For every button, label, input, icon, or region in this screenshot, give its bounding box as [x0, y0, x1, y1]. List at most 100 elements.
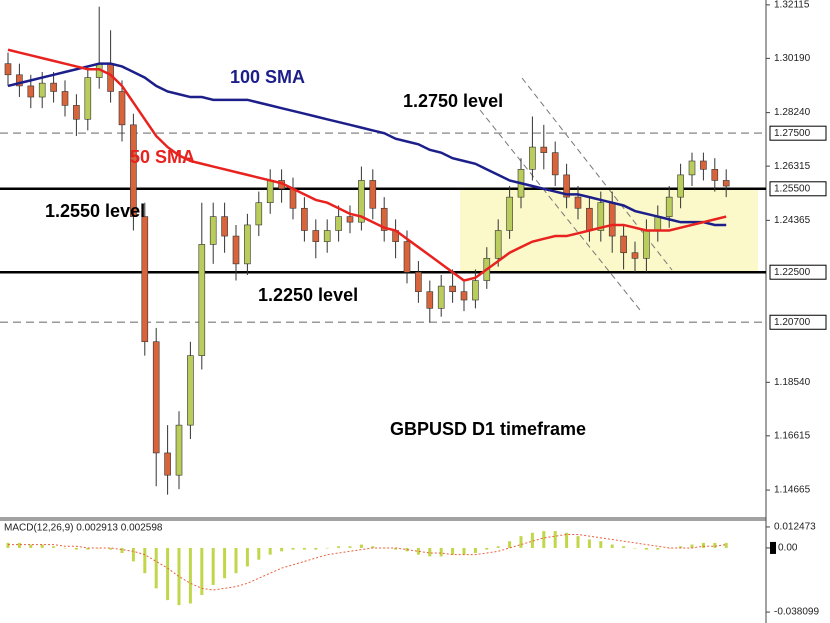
- candle-body: [449, 285, 456, 292]
- macd-bar: [405, 547, 409, 552]
- candle-body: [608, 202, 616, 237]
- macd-bar: [530, 532, 534, 548]
- candle-body: [221, 216, 228, 237]
- level-label: 1.27500: [774, 128, 811, 139]
- annotation: GBPUSD D1 timeframe: [390, 419, 586, 439]
- level-label: 1.25500: [774, 183, 811, 194]
- candle-body: [529, 146, 536, 170]
- y-tick-label: 0.00: [778, 543, 798, 554]
- candle-body: [301, 207, 308, 231]
- macd-bar: [690, 544, 694, 548]
- level-label-box: [769, 125, 827, 141]
- candle-body: [700, 160, 707, 170]
- candle-body: [665, 196, 673, 217]
- candle-body: [4, 63, 12, 76]
- macd-bar: [599, 541, 603, 548]
- sma-line: [7, 48, 727, 282]
- candle-body: [255, 202, 263, 226]
- candle-body: [358, 180, 365, 223]
- candle-body: [506, 196, 513, 231]
- candle-body: [369, 180, 377, 209]
- level-label-box: [769, 264, 827, 280]
- macd-bar: [542, 531, 546, 548]
- candle-body: [643, 230, 650, 259]
- candle-body: [266, 180, 274, 203]
- level-label-box: [769, 181, 827, 197]
- macd-bar: [713, 542, 717, 548]
- macd-bar: [40, 544, 44, 548]
- macd-bar: [314, 547, 318, 550]
- macd-bar: [679, 546, 683, 548]
- macd-bar: [74, 547, 78, 550]
- macd-bar: [439, 547, 443, 557]
- macd-bar: [622, 546, 626, 548]
- macd-bar: [576, 536, 580, 548]
- candle-body: [722, 180, 730, 187]
- candle-body: [312, 230, 320, 242]
- macd-bar: [553, 531, 557, 548]
- macd-bar: [485, 547, 489, 550]
- candle-body: [187, 355, 194, 426]
- macd-bar: [428, 547, 432, 557]
- macd-bar: [29, 544, 33, 548]
- macd-bar: [701, 542, 705, 548]
- candle-body: [631, 252, 639, 259]
- candle-body: [164, 452, 171, 476]
- candle-body: [711, 169, 719, 181]
- y-tick-label: 1.16615: [774, 430, 811, 441]
- candle-body: [38, 82, 46, 98]
- candle-body: [209, 216, 217, 245]
- candle-body: [335, 216, 342, 231]
- y-tick-label: 1.14665: [774, 485, 811, 496]
- candle-body: [677, 174, 684, 198]
- candle-body: [415, 271, 422, 292]
- candle-body: [472, 280, 479, 301]
- sma-label: 50 SMA: [130, 147, 195, 167]
- candle-body: [494, 230, 502, 259]
- macd-bar: [565, 532, 569, 548]
- candle-body: [130, 124, 137, 217]
- macd-bar: [63, 547, 67, 549]
- candle-body: [574, 196, 582, 209]
- macd-bar: [97, 547, 101, 549]
- macd-bar: [416, 547, 420, 555]
- candle-body: [551, 152, 559, 176]
- y-tick-label: 1.24365: [774, 215, 811, 226]
- candle-body: [597, 202, 605, 231]
- zero-box: [770, 541, 776, 554]
- y-tick-label: 1.32115: [774, 0, 810, 11]
- macd-bar: [166, 547, 170, 601]
- macd-bar: [462, 547, 466, 555]
- macd-bar: [280, 547, 284, 552]
- macd-bar: [211, 547, 215, 585]
- macd-bar: [337, 546, 341, 548]
- candle-body: [118, 91, 126, 126]
- macd-bar: [143, 547, 147, 574]
- candle-body: [380, 207, 388, 231]
- macd-bar: [268, 547, 272, 555]
- macd-bar: [245, 547, 249, 567]
- macd-bar: [188, 547, 192, 604]
- candle-body: [61, 91, 69, 106]
- macd-bar: [6, 542, 10, 548]
- candle-body: [403, 241, 411, 273]
- y-tick-label: 1.26315: [774, 161, 811, 172]
- sma-line: [7, 62, 727, 227]
- candle-body: [563, 174, 570, 198]
- candle-body: [152, 341, 160, 454]
- annotation: 1.2750 level: [403, 91, 503, 111]
- macd-bar: [359, 544, 363, 548]
- macd-bar: [519, 536, 523, 548]
- annotation: 1.2550 level: [45, 201, 145, 221]
- sma-label: 100 SMA: [230, 67, 305, 87]
- candle-body: [84, 77, 92, 120]
- macd-bar: [131, 547, 135, 562]
- macd-bar: [496, 546, 500, 548]
- macd-bar: [587, 539, 591, 548]
- candle-body: [73, 105, 80, 120]
- y-tick-label: 1.28240: [774, 107, 811, 118]
- candle-body: [346, 216, 354, 223]
- signal-line: [8, 533, 727, 591]
- macd-bar: [610, 544, 614, 548]
